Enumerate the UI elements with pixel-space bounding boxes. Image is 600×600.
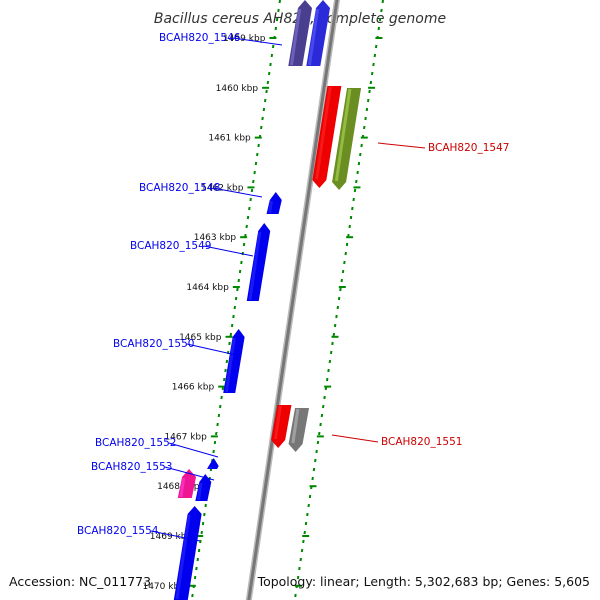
label-leader-line	[377, 142, 426, 149]
label-leader-line	[168, 442, 219, 458]
gene-bcah820_1551[interactable]	[271, 405, 292, 448]
label-leader-line	[212, 187, 263, 198]
gene-highlight	[289, 8, 302, 66]
tick-label: 1463 kbp	[194, 233, 237, 243]
gene-label-bcah820_1549[interactable]: BCAH820_1549	[130, 240, 211, 252]
tick-label: 1469 kbp	[150, 532, 193, 542]
gene-highlight	[273, 405, 282, 440]
gene-highlight	[291, 408, 300, 444]
gene-bcah820_1546[interactable]	[306, 0, 330, 66]
gene-highlight	[175, 514, 191, 600]
gene-label-bcah820_1553[interactable]: BCAH820_1553	[91, 461, 172, 473]
gene-bcah820_1549[interactable]	[246, 223, 271, 301]
label-leader-line	[331, 434, 379, 443]
backbone-line	[247, 0, 339, 600]
gene-bcah820_1551b[interactable]	[288, 408, 310, 452]
tick-label: 1459 kbp	[223, 34, 266, 44]
backbone-layer	[245, 0, 341, 600]
label-leader-line	[150, 530, 201, 542]
label-leader-line	[203, 245, 254, 257]
gene-arrow[interactable]	[207, 458, 219, 469]
tick-label: 1470 kbp	[142, 582, 185, 592]
label-leader-line	[232, 37, 283, 46]
tick-label: 1466 kbp	[172, 383, 215, 393]
label-leader-line	[186, 343, 237, 356]
gene-label-bcah820_1554[interactable]: BCAH820_1554	[77, 525, 159, 537]
tick-label: 1460 kbp	[216, 84, 259, 94]
gene-highlight	[224, 337, 236, 393]
gene-highlight	[248, 231, 262, 301]
gene-label-bcah820_1546[interactable]: BCAH820_1546	[159, 32, 241, 44]
tick-label: 1464 kbp	[186, 283, 229, 293]
gene-bcah820_1548[interactable]	[266, 192, 282, 214]
gene-highlight	[268, 200, 273, 214]
gene-bcah820_1552[interactable]	[207, 458, 219, 469]
summary-text: Topology: linear; Length: 5,302,683 bp; …	[257, 574, 590, 589]
gene-highlight	[197, 482, 203, 501]
gene-arrow[interactable]	[288, 408, 310, 452]
gene-highlight	[334, 88, 352, 182]
tick-label: 1465 kbp	[179, 333, 222, 343]
gene-bcah820_1553b[interactable]	[177, 469, 197, 498]
gene-bcah820_1546b[interactable]	[288, 0, 312, 66]
tick-label: 1467 kbp	[164, 432, 207, 442]
tick-label: 1462 kbp	[201, 183, 244, 193]
label-layer: BCAH820_1546 BCAH820_1547 BCAH820_1548 BCAH…	[77, 32, 509, 542]
gene-highlight	[307, 8, 320, 66]
gene-label-bcah820_1548[interactable]: BCAH820_1548	[139, 182, 220, 194]
accession-text: Accession: NC_011773	[9, 574, 151, 589]
scale-layer: 1459 kbp 1460 kbp 1461 kbp 1462 kbp 1463 kbp…	[142, 0, 384, 598]
gene-label-bcah820_1547[interactable]: BCAH820_1547	[428, 142, 509, 154]
gene-bcah820_1547[interactable]	[312, 86, 342, 188]
gene-bcah820_1553[interactable]	[195, 474, 212, 501]
gene-highlight	[315, 86, 332, 180]
tick-label: 1461 kbp	[208, 134, 251, 144]
gene-bcah820_1554[interactable]	[173, 506, 202, 600]
gene-bcah820_1550[interactable]	[223, 329, 245, 393]
gene-layer	[173, 0, 362, 600]
tick-label: 1468 kbp	[157, 482, 200, 492]
gene-highlight	[179, 477, 186, 498]
gene-bcah820_1547b[interactable]	[332, 88, 362, 190]
label-leader-line	[164, 466, 215, 481]
gene-label-bcah820_1552[interactable]: BCAH820_1552	[95, 437, 176, 449]
gene-label-bcah820_1550[interactable]: BCAH820_1550	[113, 338, 194, 350]
gene-label-bcah820_1551[interactable]: BCAH820_1551	[381, 436, 462, 448]
